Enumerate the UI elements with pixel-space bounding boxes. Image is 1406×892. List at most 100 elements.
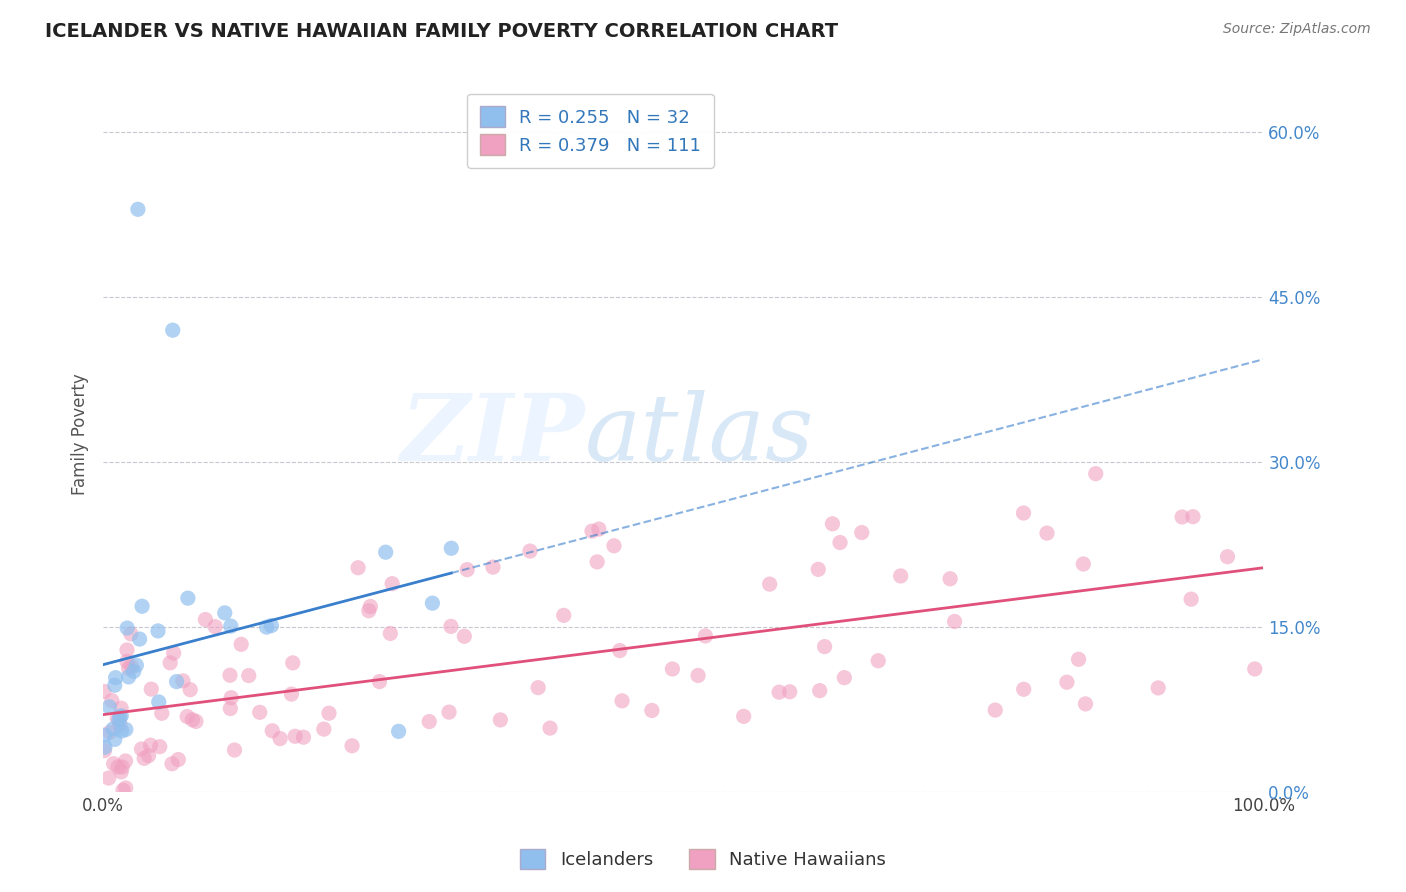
Point	[98, 699, 121, 714]
Point	[114, 780, 136, 795]
Point	[1012, 682, 1035, 697]
Point	[108, 717, 131, 731]
Point	[357, 604, 380, 618]
Point	[238, 668, 260, 682]
Point	[214, 606, 236, 620]
Point	[527, 681, 550, 695]
Point	[440, 619, 463, 633]
Point	[94, 740, 117, 755]
Point	[609, 643, 631, 657]
Point	[204, 620, 226, 634]
Point	[381, 576, 404, 591]
Point	[105, 711, 128, 725]
Point	[111, 723, 134, 738]
Point	[538, 721, 561, 735]
Point	[179, 682, 201, 697]
Point	[104, 732, 127, 747]
Point	[813, 640, 835, 654]
Point	[150, 706, 173, 721]
Point	[249, 706, 271, 720]
Point	[149, 739, 172, 754]
Point	[686, 668, 709, 682]
Point	[388, 724, 411, 739]
Text: ICELANDER VS NATIVE HAWAIIAN FAMILY POVERTY CORRELATION CHART: ICELANDER VS NATIVE HAWAIIAN FAMILY POVE…	[45, 22, 838, 41]
Legend: Icelanders, Native Hawaiians: Icelanders, Native Hawaiians	[512, 839, 894, 879]
Point	[224, 743, 246, 757]
Point	[1067, 652, 1090, 666]
Point	[97, 771, 120, 785]
Point	[146, 624, 169, 638]
Point	[141, 682, 163, 697]
Text: Source: ZipAtlas.com: Source: ZipAtlas.com	[1223, 22, 1371, 37]
Point	[519, 544, 541, 558]
Point	[148, 695, 170, 709]
Point	[890, 569, 912, 583]
Point	[1171, 510, 1194, 524]
Point	[163, 646, 186, 660]
Point	[440, 541, 463, 556]
Point	[368, 674, 391, 689]
Point	[114, 723, 136, 737]
Point	[111, 760, 134, 774]
Point	[93, 743, 115, 757]
Point	[120, 627, 142, 641]
Point	[115, 654, 138, 668]
Text: ZIP: ZIP	[401, 390, 585, 480]
Legend: R = 0.255   N = 32, R = 0.379   N = 111: R = 0.255 N = 32, R = 0.379 N = 111	[467, 94, 714, 168]
Point	[131, 599, 153, 614]
Point	[374, 545, 396, 559]
Point	[131, 742, 153, 756]
Point	[121, 659, 143, 673]
Point	[834, 671, 856, 685]
Point	[284, 729, 307, 743]
Point	[160, 756, 183, 771]
Point	[134, 751, 156, 765]
Point	[808, 683, 831, 698]
Point	[103, 756, 125, 771]
Point	[115, 621, 138, 635]
Point	[167, 753, 190, 767]
Point	[101, 693, 124, 707]
Point	[943, 615, 966, 629]
Point	[340, 739, 363, 753]
Point	[280, 687, 302, 701]
Point	[117, 661, 139, 675]
Point	[166, 674, 188, 689]
Point	[108, 710, 131, 724]
Point	[114, 754, 136, 768]
Point	[231, 637, 253, 651]
Point	[661, 662, 683, 676]
Point	[219, 701, 242, 715]
Point	[110, 701, 132, 715]
Point	[553, 608, 575, 623]
Point	[1074, 697, 1097, 711]
Point	[456, 563, 478, 577]
Point	[256, 620, 278, 634]
Point	[1180, 592, 1202, 607]
Point	[122, 665, 145, 679]
Point	[172, 673, 194, 688]
Point	[437, 705, 460, 719]
Point	[603, 539, 626, 553]
Point	[125, 658, 148, 673]
Point	[138, 748, 160, 763]
Point	[489, 713, 512, 727]
Point	[758, 577, 780, 591]
Point	[219, 690, 242, 705]
Point	[194, 613, 217, 627]
Point	[107, 760, 129, 774]
Point	[1243, 662, 1265, 676]
Point	[127, 202, 149, 217]
Point	[695, 629, 717, 643]
Point	[1073, 557, 1095, 571]
Point	[159, 656, 181, 670]
Point	[828, 535, 851, 549]
Point	[1216, 549, 1239, 564]
Point	[312, 722, 335, 736]
Point	[219, 668, 242, 682]
Point	[104, 678, 127, 692]
Point	[184, 714, 207, 729]
Point	[851, 525, 873, 540]
Point	[588, 522, 610, 536]
Point	[128, 632, 150, 646]
